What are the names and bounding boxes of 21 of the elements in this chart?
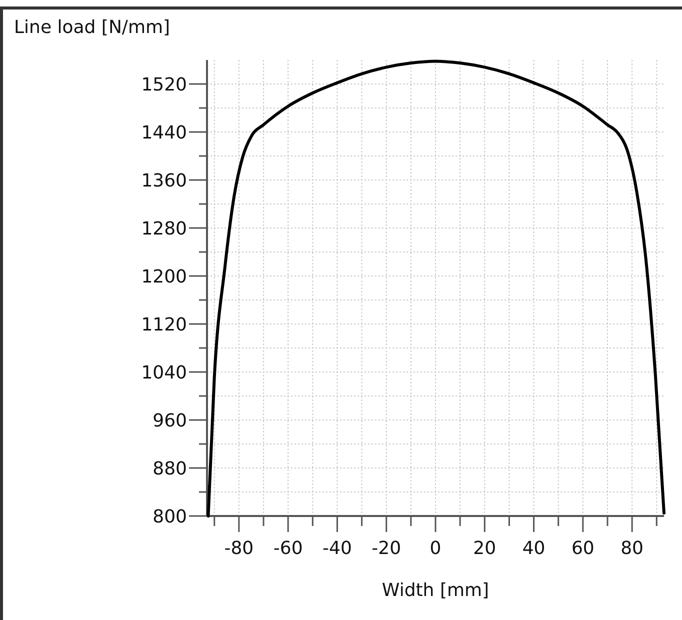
x-tick-label: -40 — [322, 538, 352, 559]
x-tick-label: 0 — [430, 538, 442, 559]
y-tick-label: 1440 — [141, 122, 187, 144]
x-tick-label: 20 — [473, 538, 496, 559]
y-tick-label: 1280 — [141, 218, 187, 240]
x-axis-title: Width [mm] — [382, 580, 490, 601]
y-tick-label: 1360 — [141, 170, 187, 192]
x-tick-label: -20 — [372, 538, 402, 559]
x-tick-label: -60 — [273, 538, 303, 559]
x-tick-label: 60 — [571, 538, 594, 559]
y-tick-label: 800 — [152, 506, 187, 528]
x-tick-label: 40 — [522, 538, 546, 559]
y-tick-label: 1120 — [141, 314, 187, 336]
x-tick-label: -80 — [224, 538, 254, 559]
y-tick-label: 1040 — [141, 362, 187, 384]
x-tick-label: 80 — [620, 538, 644, 559]
y-tick-label: 960 — [152, 410, 187, 432]
y-tick-label: 1200 — [141, 266, 187, 288]
y-axis-title: Line load [N/mm] — [14, 17, 170, 38]
y-tick-label: 1520 — [141, 74, 187, 96]
y-tick-label: 880 — [152, 458, 187, 480]
